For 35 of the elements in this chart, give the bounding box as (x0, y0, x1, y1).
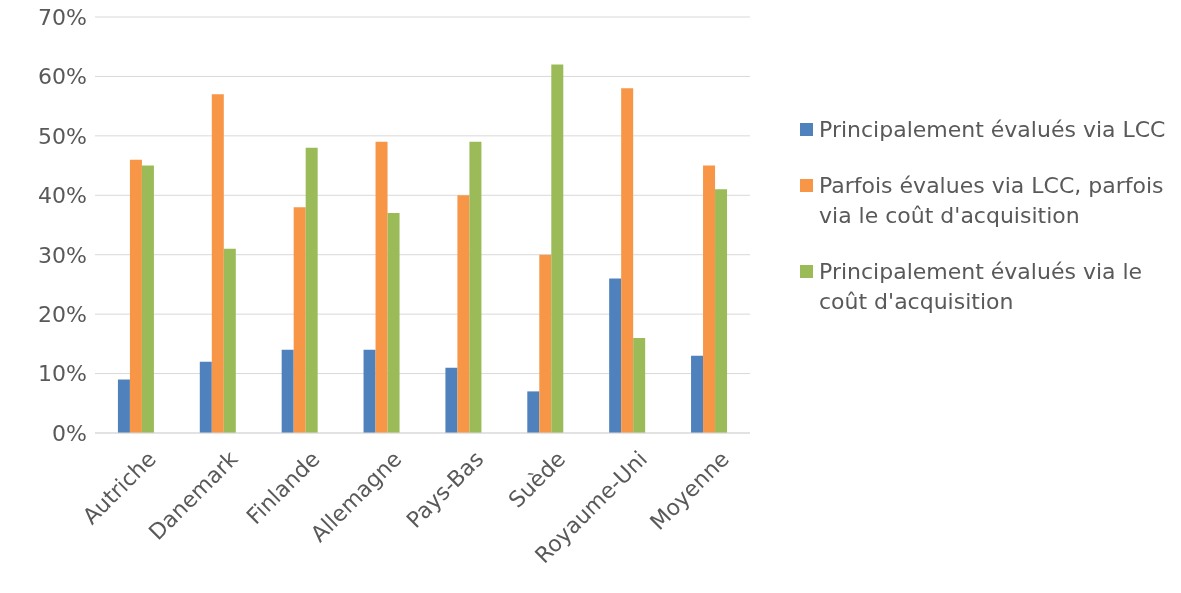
bar (363, 349, 376, 433)
legend-label: Parfois évalues via LCC, parfois via le coût d'acquisition (819, 172, 1165, 230)
bar (223, 248, 236, 433)
y-tick-label: 10% (38, 361, 87, 387)
y-tick-label: 20% (38, 301, 87, 327)
bar (445, 367, 458, 433)
bar (293, 207, 306, 433)
y-tick-label: 70% (38, 4, 87, 30)
bar (281, 349, 294, 433)
bar (691, 355, 704, 433)
bar (527, 391, 540, 433)
y-tick-label: 50% (38, 123, 87, 149)
bar (551, 64, 564, 433)
bar (621, 88, 634, 433)
bar (633, 337, 646, 433)
y-tick-label: 40% (38, 183, 87, 209)
bar (703, 165, 716, 433)
bar (387, 213, 400, 433)
bar (211, 94, 224, 433)
y-tick-label: 60% (38, 64, 87, 90)
bar (129, 159, 142, 433)
bar (609, 278, 622, 433)
bar (469, 141, 482, 433)
y-tick-label: 30% (38, 242, 87, 268)
bar (141, 165, 154, 433)
bar (199, 361, 212, 433)
legend-label: Principalement évalués via le coût d'acquisition (819, 258, 1144, 316)
legend-label: Principalement évalués via LCC (819, 116, 1167, 144)
bar (375, 141, 388, 433)
bar (539, 254, 552, 433)
bar (457, 195, 470, 433)
bar (305, 147, 318, 433)
y-tick-label: 0% (52, 420, 87, 446)
bar (715, 189, 728, 433)
bar (117, 379, 130, 433)
